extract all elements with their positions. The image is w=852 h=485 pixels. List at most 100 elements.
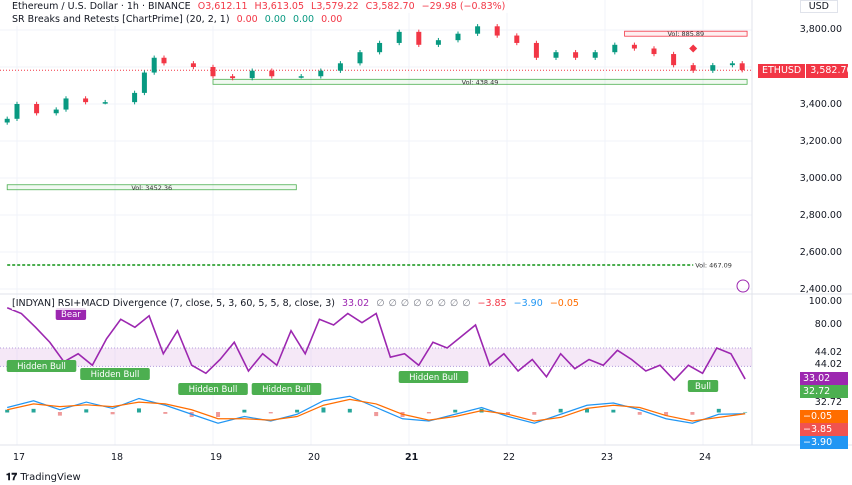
na-value: ∅ — [449, 298, 459, 309]
candle-body — [132, 92, 138, 103]
macd-histogram-bar — [426, 412, 431, 414]
na-value: ∅ — [437, 298, 446, 309]
divergence-label-bg — [80, 368, 150, 380]
na-value: ∅ — [400, 298, 410, 309]
sr-zone-label: Vol: 438.49 — [462, 78, 499, 86]
low-value: L3,579.22 — [311, 1, 359, 12]
x-tick: 18 — [111, 452, 124, 463]
rsi-band — [0, 348, 752, 367]
na-value: ∅ — [376, 298, 385, 309]
macd-histogram-bar — [216, 412, 221, 417]
sr-zone-label: Vol: 885.89 — [667, 30, 704, 38]
candle-body — [455, 33, 461, 41]
symbol-title: Ethereum / U.S. Dollar · 1h · BINANCE — [12, 1, 191, 12]
price-tick: 3,800.00 — [799, 24, 842, 35]
rsi-tick: 32.72 — [814, 397, 842, 408]
x-tick: 21 — [405, 452, 419, 463]
alert-icon — [736, 279, 750, 293]
candle-body — [53, 109, 59, 114]
sr-value: 0.00 — [236, 14, 258, 25]
candle-body — [357, 52, 363, 64]
price-tick: 2,400.00 — [799, 284, 842, 295]
macd-line — [7, 395, 746, 424]
candle-body — [34, 104, 40, 114]
price-tick: 3,400.00 — [799, 99, 842, 110]
high-value: H3,613.05 — [254, 1, 304, 12]
macd-histogram-bar — [84, 409, 89, 413]
tradingview-logo[interactable]: 𝟏𝟕 TradingView — [6, 472, 81, 483]
macd-histogram-bar — [110, 412, 115, 415]
candle-body — [631, 44, 637, 49]
candle-body — [102, 102, 108, 104]
candle-body — [494, 26, 500, 36]
macd-histogram-bar — [611, 409, 616, 413]
rsi-tick: 44.02 — [814, 359, 842, 370]
macd-value: −3.85 — [477, 298, 507, 309]
divergence-label-bg — [178, 383, 248, 395]
sr-zone-label: Vol: 3452.36 — [131, 184, 172, 192]
tradingview-icon: 𝟏𝟕 — [6, 472, 18, 483]
divergence-label-bg — [398, 371, 469, 383]
divergence-label: Hidden Bull — [189, 385, 238, 395]
candle-body — [269, 70, 275, 77]
x-tick: 20 — [308, 452, 321, 463]
macd-histogram-bar — [321, 407, 326, 413]
divergence-label: Hidden Bull — [91, 370, 140, 380]
macd-histogram-bar — [637, 412, 642, 415]
symbol-legend: Ethereum / U.S. Dollar · 1h · BINANCE O3… — [12, 1, 510, 13]
macd-histogram-bar — [743, 411, 748, 413]
macd-histogram-bar — [242, 409, 247, 413]
rsi-value: 33.02 — [341, 298, 370, 309]
rsi-indicator-legend[interactable]: [INDYAN] RSI+MACD Divergence (7, close, … — [12, 298, 583, 310]
rsi-tick: 44.02 — [814, 347, 842, 358]
sr-indicator-legend[interactable]: SR Breaks and Retests [ChartPrime] (20, … — [12, 14, 347, 26]
rsi-tick: 100.00 — [808, 296, 842, 307]
macd-histogram-bar — [163, 412, 168, 414]
macd-tag: −3.85 — [800, 423, 848, 436]
candle-body — [141, 72, 147, 93]
candle-body — [573, 52, 579, 58]
x-tick: 24 — [699, 452, 712, 463]
macd-histogram-bar — [558, 408, 563, 413]
divergence-label: Hidden Bull — [409, 373, 458, 383]
candle-body — [396, 31, 402, 43]
sr-zone-box — [6, 184, 297, 191]
candle-body — [651, 48, 657, 55]
candle-body — [151, 57, 157, 73]
divergence-label-bg — [55, 308, 87, 320]
na-value: ∅ — [388, 298, 397, 309]
sr-value: 0.00 — [321, 14, 343, 25]
candle-body — [230, 76, 236, 79]
candle-body — [592, 52, 598, 58]
macd-histogram-bar — [5, 409, 10, 413]
divergence-label-bg — [687, 380, 719, 392]
candle-body — [416, 31, 422, 45]
divergence-label: Hidden Bull — [17, 362, 66, 372]
macd-histogram-bar — [585, 408, 590, 413]
currency-label[interactable]: USD — [799, 0, 838, 13]
na-value: ∅ — [413, 298, 422, 309]
candle-body — [533, 42, 539, 58]
macd-histogram-bar — [347, 408, 352, 413]
candle-body — [671, 54, 677, 66]
sr-value: 0.00 — [264, 14, 286, 25]
sr-indicator-name: SR Breaks and Retests [ChartPrime] (20, … — [12, 14, 230, 25]
x-tick: 23 — [601, 452, 614, 463]
candle-body — [475, 26, 481, 34]
x-tick: 19 — [210, 452, 223, 463]
price-tag-symbol: ETHUSD — [758, 64, 807, 78]
candle-body — [739, 63, 745, 71]
candle-body — [729, 63, 735, 66]
divergence-label-bg — [251, 383, 322, 395]
candle-body — [690, 65, 696, 71]
macd-histogram-bar — [532, 412, 537, 415]
macd-histogram-bar — [268, 412, 273, 414]
break-marker-icon — [689, 44, 698, 53]
divergence-label-bg — [6, 360, 77, 372]
macd-histogram-bar — [136, 408, 141, 413]
macd-histogram-bar — [690, 412, 695, 415]
sr-value: 0.00 — [292, 14, 315, 25]
price-tick: 2,600.00 — [799, 247, 842, 258]
macd-histogram-bar — [374, 412, 379, 417]
